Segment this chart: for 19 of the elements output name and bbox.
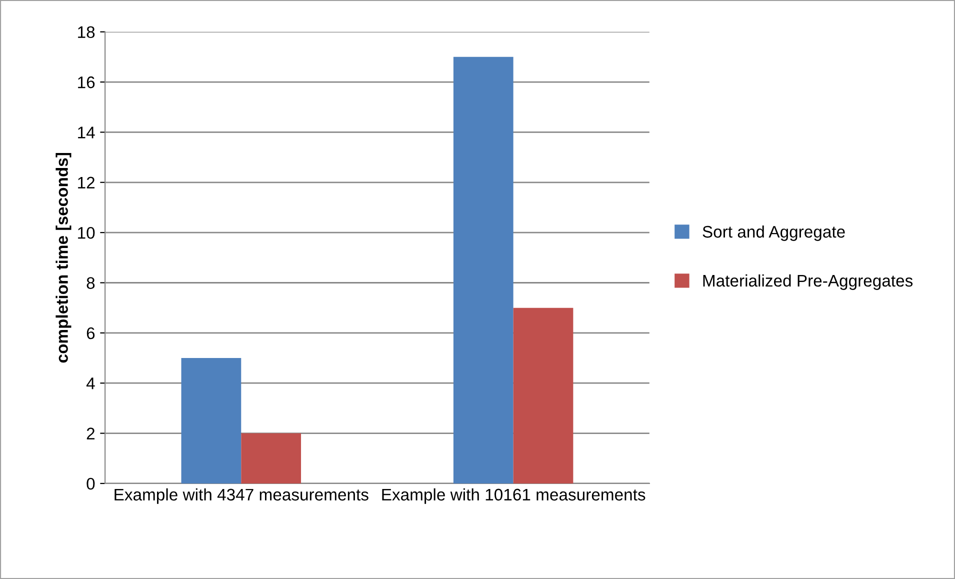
y-tick-label: 18 — [78, 26, 95, 38]
y-tick-label: 4 — [86, 378, 95, 390]
x-tick-label: Example with 4347 measurements — [114, 488, 368, 504]
y-tick-label: 14 — [78, 126, 95, 138]
bar — [513, 308, 574, 484]
bar — [181, 358, 242, 484]
y-tick-label: 0 — [86, 478, 95, 490]
y-tick-label: 12 — [78, 176, 94, 188]
y-tick-label: 8 — [86, 277, 95, 289]
bar — [241, 433, 302, 484]
bar — [453, 56, 514, 484]
legend-label: Materialized Pre-Aggregates — [703, 274, 913, 290]
y-axis-title: completion time [seconds] — [56, 153, 72, 363]
x-tick-label: Example with 10161 measurements — [382, 488, 646, 504]
y-tick-label: 10 — [78, 226, 95, 239]
y-tick-label: 16 — [78, 76, 95, 88]
legend-label: Sort and Aggregate — [702, 225, 845, 241]
y-tick-label: 2 — [86, 428, 94, 440]
y-tick-label: 6 — [86, 327, 95, 340]
